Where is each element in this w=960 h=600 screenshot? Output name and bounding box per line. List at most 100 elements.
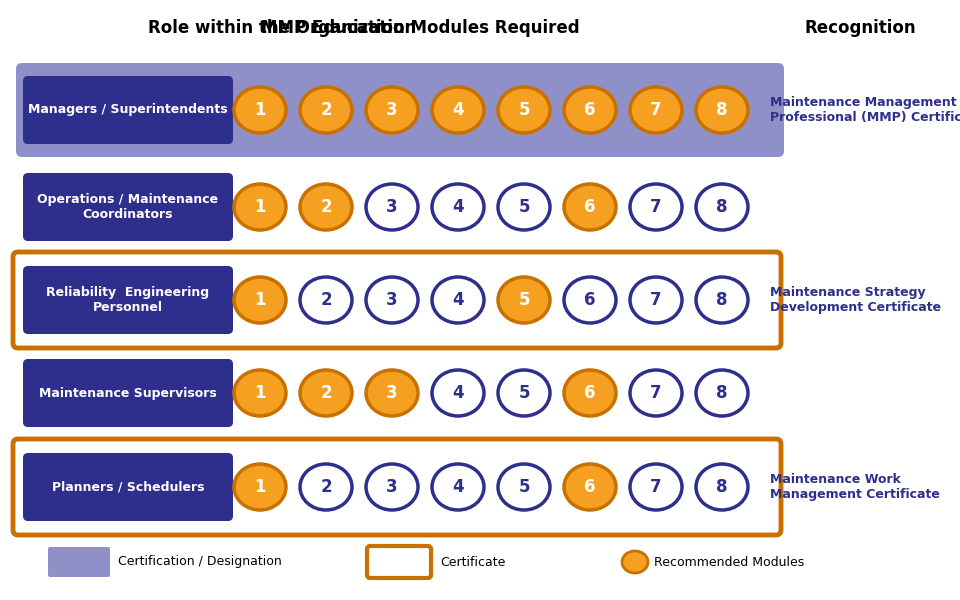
Text: Maintenance Work
Management Certificate: Maintenance Work Management Certificate	[770, 473, 940, 501]
Text: 6: 6	[585, 101, 596, 119]
FancyBboxPatch shape	[23, 266, 233, 334]
FancyBboxPatch shape	[13, 252, 781, 348]
Text: 3: 3	[386, 291, 397, 309]
Ellipse shape	[234, 370, 286, 416]
Ellipse shape	[432, 464, 484, 510]
Text: MMP Education Modules Required: MMP Education Modules Required	[261, 19, 579, 37]
Ellipse shape	[432, 87, 484, 133]
Ellipse shape	[498, 370, 550, 416]
Text: Maintenance Strategy
Development Certificate: Maintenance Strategy Development Certifi…	[770, 286, 941, 314]
Ellipse shape	[696, 464, 748, 510]
Ellipse shape	[300, 87, 352, 133]
FancyBboxPatch shape	[23, 76, 233, 144]
FancyBboxPatch shape	[23, 173, 233, 241]
Ellipse shape	[630, 277, 682, 323]
Ellipse shape	[366, 87, 418, 133]
FancyBboxPatch shape	[23, 453, 233, 521]
Ellipse shape	[498, 277, 550, 323]
Ellipse shape	[564, 277, 616, 323]
Text: 2: 2	[321, 384, 332, 402]
Ellipse shape	[696, 87, 748, 133]
Text: 2: 2	[321, 101, 332, 119]
Text: 7: 7	[650, 291, 661, 309]
Text: 1: 1	[254, 101, 266, 119]
Text: 7: 7	[650, 384, 661, 402]
Text: 6: 6	[585, 198, 596, 216]
Text: Recommended Modules: Recommended Modules	[654, 556, 804, 569]
Text: 3: 3	[386, 101, 397, 119]
Text: Maintenance Management
Professional (MMP) Certification: Maintenance Management Professional (MMP…	[770, 96, 960, 124]
Ellipse shape	[366, 184, 418, 230]
Ellipse shape	[622, 551, 648, 573]
Ellipse shape	[564, 370, 616, 416]
Ellipse shape	[234, 464, 286, 510]
Text: Operations / Maintenance
Coordinators: Operations / Maintenance Coordinators	[37, 193, 219, 221]
Text: Recognition: Recognition	[804, 19, 916, 37]
Ellipse shape	[366, 277, 418, 323]
Text: 6: 6	[585, 478, 596, 496]
Text: 8: 8	[716, 291, 728, 309]
FancyBboxPatch shape	[48, 547, 110, 577]
Text: Planners / Schedulers: Planners / Schedulers	[52, 481, 204, 493]
Ellipse shape	[366, 464, 418, 510]
Ellipse shape	[564, 87, 616, 133]
Ellipse shape	[432, 184, 484, 230]
Text: 2: 2	[321, 291, 332, 309]
Text: 3: 3	[386, 198, 397, 216]
Text: 7: 7	[650, 198, 661, 216]
Ellipse shape	[564, 464, 616, 510]
Text: 3: 3	[386, 478, 397, 496]
Text: 4: 4	[452, 198, 464, 216]
Ellipse shape	[498, 87, 550, 133]
Text: 3: 3	[386, 384, 397, 402]
Text: 1: 1	[254, 291, 266, 309]
Text: 1: 1	[254, 478, 266, 496]
Ellipse shape	[696, 277, 748, 323]
Text: 6: 6	[585, 291, 596, 309]
Ellipse shape	[630, 87, 682, 133]
Text: 4: 4	[452, 478, 464, 496]
Text: 8: 8	[716, 198, 728, 216]
Text: 8: 8	[716, 478, 728, 496]
Text: Role within the Organization: Role within the Organization	[148, 19, 417, 37]
Ellipse shape	[630, 184, 682, 230]
Ellipse shape	[432, 370, 484, 416]
Ellipse shape	[630, 370, 682, 416]
FancyBboxPatch shape	[16, 63, 784, 157]
Text: 1: 1	[254, 198, 266, 216]
Ellipse shape	[300, 277, 352, 323]
Text: 1: 1	[254, 384, 266, 402]
Text: Reliability  Engineering
Personnel: Reliability Engineering Personnel	[46, 286, 209, 314]
Text: 4: 4	[452, 101, 464, 119]
Text: 4: 4	[452, 291, 464, 309]
Text: 5: 5	[518, 198, 530, 216]
Text: 8: 8	[716, 101, 728, 119]
FancyBboxPatch shape	[13, 439, 781, 535]
Ellipse shape	[696, 370, 748, 416]
Text: Certificate: Certificate	[440, 556, 505, 569]
Text: Managers / Superintendents: Managers / Superintendents	[28, 103, 228, 116]
Ellipse shape	[234, 184, 286, 230]
Text: 7: 7	[650, 478, 661, 496]
Ellipse shape	[498, 464, 550, 510]
Text: 5: 5	[518, 291, 530, 309]
Text: 7: 7	[650, 101, 661, 119]
Text: 2: 2	[321, 198, 332, 216]
Ellipse shape	[498, 184, 550, 230]
Ellipse shape	[300, 464, 352, 510]
Text: 6: 6	[585, 384, 596, 402]
Ellipse shape	[696, 184, 748, 230]
FancyBboxPatch shape	[367, 546, 431, 578]
Text: Certification / Designation: Certification / Designation	[118, 556, 281, 569]
Text: 2: 2	[321, 478, 332, 496]
Text: 5: 5	[518, 101, 530, 119]
Ellipse shape	[234, 87, 286, 133]
Ellipse shape	[564, 184, 616, 230]
FancyBboxPatch shape	[23, 359, 233, 427]
Ellipse shape	[366, 370, 418, 416]
Ellipse shape	[300, 370, 352, 416]
Text: 5: 5	[518, 384, 530, 402]
Ellipse shape	[630, 464, 682, 510]
Ellipse shape	[300, 184, 352, 230]
Text: 5: 5	[518, 478, 530, 496]
